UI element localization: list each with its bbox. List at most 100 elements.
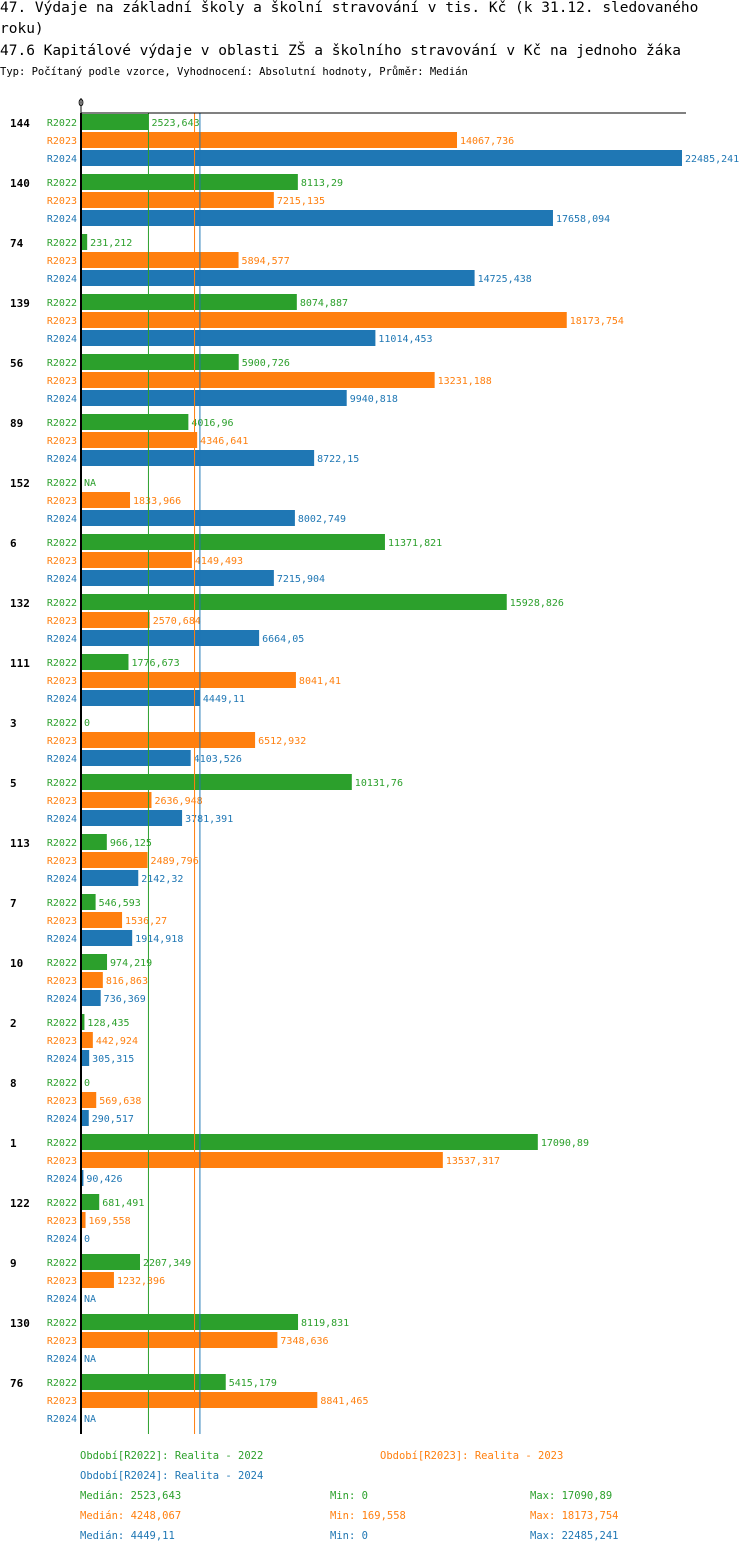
series-row-label: R2022 [47, 118, 77, 129]
data-label: 305,315 [92, 1054, 134, 1065]
data-label: 8002,749 [298, 514, 346, 525]
x-axis-zero-label: 0 [78, 98, 84, 109]
data-label: 0 [84, 1234, 90, 1245]
series-row-label: R2023 [47, 556, 77, 567]
category-label: 9 [10, 1257, 17, 1270]
series-row-label: R2023 [47, 1276, 77, 1287]
data-label: 2142,32 [141, 874, 183, 885]
series-row-label: R2023 [47, 196, 77, 207]
data-label: 15928,826 [510, 598, 564, 609]
data-label: 8074,887 [300, 298, 348, 309]
series-row-label: R2024 [47, 754, 77, 765]
category-label: 111 [10, 657, 30, 670]
bar-r2023 [81, 1092, 97, 1108]
bar-r2023 [81, 372, 435, 388]
category-label: 6 [10, 537, 17, 550]
series-row-label: R2022 [47, 1258, 77, 1269]
bar-r2022 [81, 774, 352, 790]
data-label: 290,517 [92, 1114, 134, 1125]
bar-r2022 [81, 654, 129, 670]
data-label: 569,638 [99, 1096, 141, 1107]
series-row-label: R2022 [47, 298, 77, 309]
data-label: 4103,526 [194, 754, 242, 765]
bar-r2023 [81, 1272, 114, 1288]
bar-r2022 [81, 1374, 226, 1390]
data-label: 736,369 [104, 994, 146, 1005]
series-row-label: R2023 [47, 856, 77, 867]
bar-r2023 [81, 552, 192, 568]
bar-r2023 [81, 612, 150, 628]
data-label: 11371,821 [388, 538, 442, 549]
bar-r2023 [81, 1332, 278, 1348]
bar-r2022 [81, 1254, 140, 1270]
data-label: NA [84, 1354, 96, 1365]
series-row-label: R2024 [47, 874, 77, 885]
category-label: 76 [10, 1377, 24, 1390]
bar-r2023 [81, 492, 131, 508]
bar-r2022 [81, 534, 385, 550]
category-label: 10 [10, 957, 23, 970]
data-label: 4016,96 [191, 418, 233, 429]
bar-r2024 [81, 510, 295, 526]
series-row-label: R2022 [47, 238, 77, 249]
legend-r2024: Období[R2024]: Realita - 2024 [80, 1470, 264, 1482]
chart-title-line-3: 47.6 Kapitálové výdaje v oblasti ZŠ a šk… [0, 43, 681, 59]
series-row-label: R2024 [47, 1114, 77, 1125]
series-row-label: R2024 [47, 574, 77, 585]
data-label: NA [84, 1414, 96, 1425]
bar-r2022 [81, 834, 107, 850]
series-row-label: R2023 [47, 1036, 77, 1047]
data-label: 6664,05 [262, 634, 304, 645]
series-row-label: R2022 [47, 1198, 77, 1209]
bar-r2023 [81, 192, 274, 208]
data-label: 1914,918 [135, 934, 183, 945]
data-label: 13537,317 [446, 1156, 500, 1167]
category-label: 56 [10, 357, 24, 370]
data-label: 974,219 [110, 958, 152, 969]
bar-r2024 [81, 1050, 90, 1066]
bar-r2024 [81, 390, 347, 406]
bar-r2022 [81, 414, 189, 430]
series-row-label: R2023 [47, 1396, 77, 1407]
data-label: 169,558 [89, 1216, 131, 1227]
bar-r2023 [81, 432, 198, 448]
series-row-label: R2022 [47, 1018, 77, 1029]
category-label: 140 [10, 177, 30, 190]
series-row-label: R2024 [47, 514, 77, 525]
series-row-label: R2022 [47, 838, 77, 849]
category-label: 74 [10, 237, 24, 250]
series-row-label: R2024 [47, 154, 77, 165]
bar-r2023 [81, 852, 148, 868]
bar-r2024 [81, 330, 376, 346]
category-label: 5 [10, 777, 17, 790]
data-label: 2207,349 [143, 1258, 191, 1269]
category-label: 130 [10, 1317, 30, 1330]
category-label: 139 [10, 297, 30, 310]
series-row-label: R2022 [47, 1318, 77, 1329]
data-label: 7215,904 [277, 574, 325, 585]
data-label: 7348,636 [280, 1336, 328, 1347]
series-row-label: R2023 [47, 796, 77, 807]
bar-r2022 [81, 1194, 100, 1210]
series-row-label: R2022 [47, 478, 77, 489]
stat-max-r2022: Max: 17090,89 [530, 1490, 613, 1502]
data-label: 90,426 [86, 1174, 122, 1185]
series-row-label: R2022 [47, 778, 77, 789]
data-label: 4149,493 [195, 556, 243, 567]
data-label: 8119,831 [301, 1318, 349, 1329]
series-row-label: R2024 [47, 1234, 77, 1245]
data-label: 7215,135 [277, 196, 325, 207]
bar-r2023 [81, 792, 152, 808]
data-label: 681,491 [102, 1198, 144, 1209]
bar-r2022 [81, 294, 297, 310]
data-label: 1833,966 [133, 496, 181, 507]
category-label: 144 [10, 117, 30, 130]
data-label: 2570,684 [153, 616, 201, 627]
bar-r2023 [81, 1392, 318, 1408]
data-label: 231,212 [90, 238, 132, 249]
data-label: 17090,89 [541, 1138, 589, 1149]
series-row-label: R2023 [47, 916, 77, 927]
series-row-label: R2022 [47, 1138, 77, 1149]
data-label: 8722,15 [317, 454, 359, 465]
data-label: 4346,641 [200, 436, 248, 447]
